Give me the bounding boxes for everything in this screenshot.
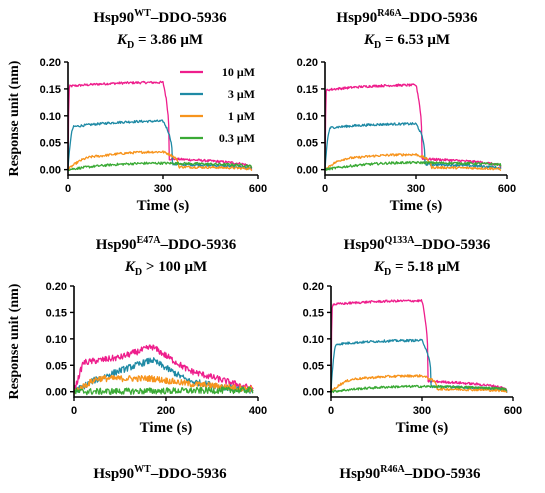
kd-label: KD = 5.18 μM: [373, 259, 460, 278]
trace-1uM: [330, 374, 508, 394]
x-tick-label: 0: [71, 405, 77, 417]
trace-10uM: [324, 83, 502, 171]
y-tick-label: 0.15: [40, 84, 61, 96]
trace-10uM: [73, 344, 254, 394]
panel-title: Hsp90WT–DDO-5936: [93, 8, 227, 26]
legend-label: 0.3 μM: [219, 131, 255, 145]
x-tick-label: 300: [154, 183, 172, 195]
trace-10uM: [67, 80, 253, 170]
y-tick-label: 0.15: [297, 84, 318, 96]
y-tick-label: 0.10: [46, 334, 67, 346]
x-tick-label: 300: [407, 183, 425, 195]
panel-title: Hsp90Q133A–DDO-5936: [344, 235, 491, 253]
trace-0p3uM: [73, 386, 254, 396]
trace-3uM: [330, 338, 508, 393]
y-tick-label: 0.10: [303, 334, 324, 346]
y-tick-label: 0.20: [46, 281, 67, 293]
y-tick-label: 0.20: [297, 57, 318, 69]
y-tick-label: 0.05: [297, 138, 318, 150]
legend-label: 10 μM: [222, 65, 255, 79]
y-tick-label: 0.05: [303, 360, 324, 372]
chart-panel-3: Hsp90E47A–DDO-5936 KD > 100 μM 0.00 0.05 0.1…: [7, 235, 267, 436]
kd-label: KD = 3.86 μM: [116, 32, 203, 51]
y-tick-label: 0.05: [46, 360, 67, 372]
kd-label: KD > 100 μM: [124, 259, 207, 278]
x-tick-label: 0: [328, 405, 334, 417]
x-tick-label: 0: [65, 183, 71, 195]
y-tick-label: 0.10: [40, 111, 61, 123]
y-tick-label: 0.00: [46, 387, 67, 399]
y-tick-label: 0.20: [40, 57, 61, 69]
y-tick-label: 0.15: [303, 307, 324, 319]
x-axis-label: Time (s): [140, 420, 193, 436]
x-tick-label: 600: [504, 405, 522, 417]
x-tick-label: 0: [322, 183, 328, 195]
chart-panel-4: Hsp90Q133A–DDO-5936 KD = 5.18 μM 0.00 0.05 0…: [303, 235, 523, 436]
x-axis-label: Time (s): [137, 198, 190, 214]
panel-title: Hsp90E47A–DDO-5936: [96, 235, 237, 253]
x-tick-label: 300: [413, 405, 431, 417]
trace-3uM: [324, 122, 502, 170]
y-tick-label: 0.05: [40, 138, 61, 150]
x-tick-label: 400: [249, 405, 267, 417]
kd-label: KD = 6.53 μM: [363, 32, 450, 51]
trace-0p3uM: [324, 160, 502, 171]
y-tick-label: 0.10: [297, 111, 318, 123]
trace-0p3uM: [330, 384, 508, 394]
x-axis-label: Time (s): [396, 420, 449, 436]
chart-panel-2: Hsp90R46A–DDO-5936 KD = 6.53 μM 0.00 0.05 0.…: [297, 8, 517, 214]
trace-1uM: [324, 152, 502, 172]
panel-title: Hsp90R46A–DDO-5936: [336, 8, 478, 26]
y-axis-label: Response unit (nm): [7, 60, 22, 176]
trace-1uM: [67, 150, 253, 172]
bottom-panel-title: Hsp90R46A–DDO-5936: [339, 464, 481, 482]
x-tick-label: 600: [249, 183, 267, 195]
x-tick-label: 600: [498, 183, 516, 195]
y-tick-label: 0.15: [46, 307, 67, 319]
y-tick-label: 0.20: [303, 281, 324, 293]
y-tick-label: 0.00: [303, 387, 324, 399]
legend-label: 1 μM: [228, 109, 255, 123]
legend: 10 μM 3 μM 1 μM 0.3 μM: [180, 65, 255, 145]
chart-panel-1: Hsp90WT–DDO-5936 KD = 3.86 μM 0.00 0.05 0.10…: [7, 8, 267, 214]
x-tick-label: 200: [157, 405, 175, 417]
trace-0p3uM: [67, 161, 253, 172]
bottom-panel-title: Hsp90WT–DDO-5936: [93, 464, 227, 482]
y-tick-label: 0.00: [297, 165, 318, 177]
trace-10uM: [330, 299, 508, 393]
x-axis-label: Time (s): [390, 198, 443, 214]
y-tick-label: 0.00: [40, 165, 61, 177]
legend-label: 3 μM: [228, 87, 255, 101]
y-axis-label: Response unit (nm): [7, 283, 22, 399]
